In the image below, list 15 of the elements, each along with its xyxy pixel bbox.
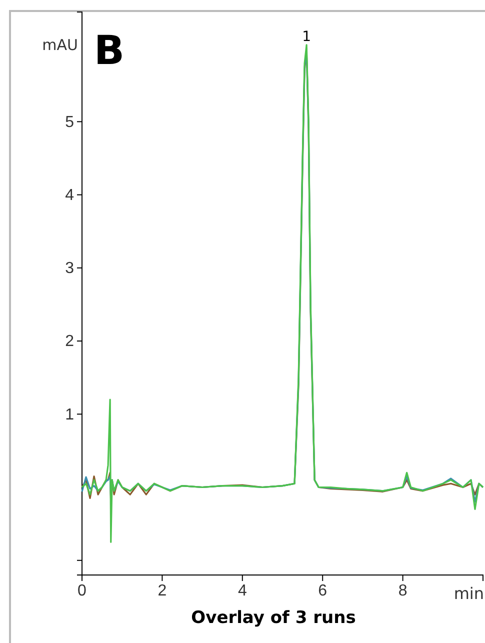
y-tick-label: 1: [65, 406, 74, 424]
annotation: 1: [302, 28, 312, 45]
x-tick-label: 0: [78, 582, 87, 600]
annotation: B: [94, 28, 124, 74]
text: Overlay of 3 runs: [191, 608, 356, 628]
x-tick-label: 2: [158, 582, 167, 600]
y-axis-title: mAU: [42, 36, 78, 54]
x-tick-label: 6: [318, 582, 328, 600]
y-tick-label: 2: [65, 333, 74, 350]
x-axis-title: min: [454, 584, 484, 603]
y-tick-label: 5: [65, 114, 74, 131]
x-tick-label: 8: [398, 582, 408, 600]
y-tick-label: 4: [65, 186, 74, 204]
y-tick-label: 3: [65, 260, 74, 278]
x-tick-label: 4: [238, 582, 247, 600]
